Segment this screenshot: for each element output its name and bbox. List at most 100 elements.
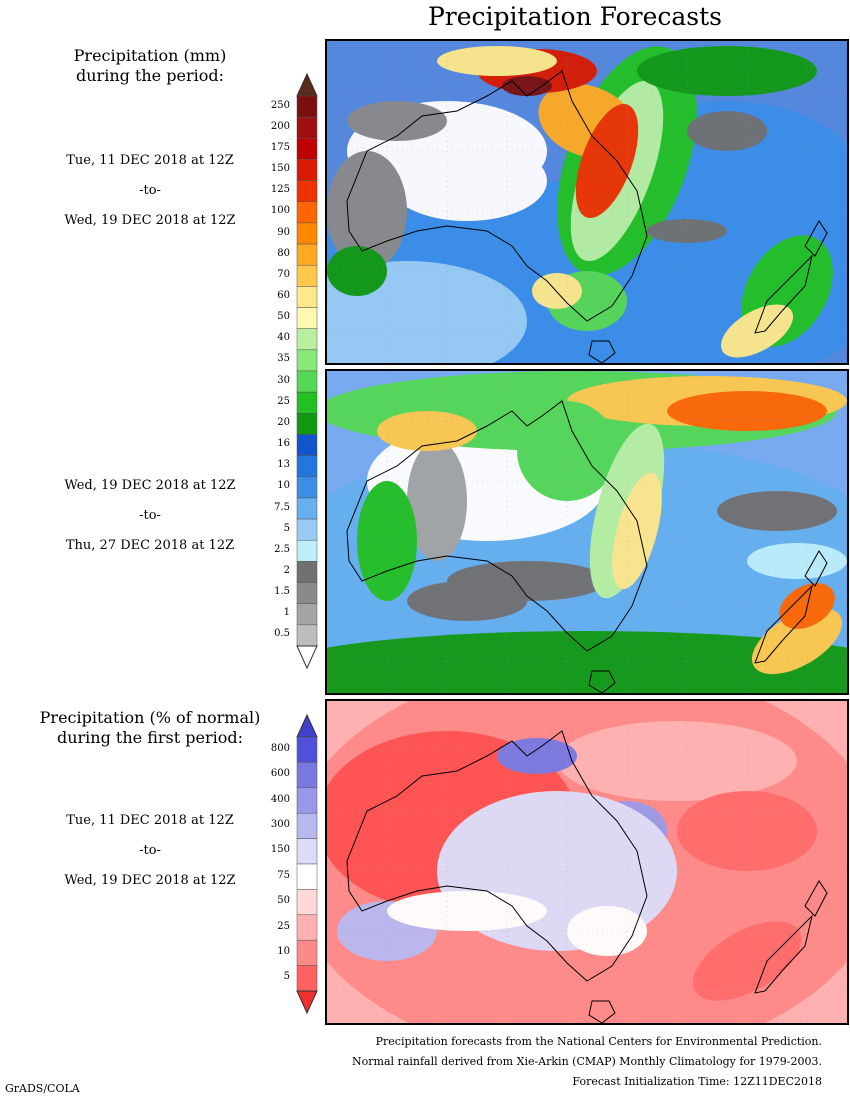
section3-end-date: Wed, 19 DEC 2018 at 12Z — [64, 873, 236, 888]
section2-start-date: Wed, 19 DEC 2018 at 12Z — [64, 478, 236, 493]
map2-field — [327, 371, 847, 693]
mm-legend-swatch — [296, 413, 318, 435]
precip-mm-colorbar: 250 200 175 150 125 100 90 80 70 60 50 40 35 30 25 20 16… — [271, 72, 318, 670]
pct-legend-swatch — [296, 762, 318, 789]
percent-normal-map — [325, 699, 849, 1025]
section3-heading-line2: during the first period: — [56, 728, 244, 747]
mm-legend-swatch — [296, 243, 318, 266]
mm-legend-swatch — [296, 264, 318, 287]
map2-contour — [751, 607, 843, 675]
mm-legend-swatch — [296, 222, 318, 245]
mm-legend-tick-label: 90 — [277, 226, 290, 238]
mm-legend-swatch — [296, 624, 318, 647]
map2-contour — [747, 543, 847, 579]
mm-legend-swatch — [296, 116, 318, 139]
pct-legend-tick-label: 75 — [277, 869, 290, 881]
pct-legend-bottom-arrow — [296, 990, 318, 1015]
footer-line2: Normal rainfall derived from Xie-Arkin (… — [352, 1055, 822, 1068]
footer-notes: Precipitation forecasts from the Nationa… — [352, 1032, 822, 1092]
map1-contour — [575, 103, 639, 219]
mm-legend-tick-label: 35 — [277, 353, 290, 365]
pct-legend-tick-label: 25 — [277, 920, 290, 932]
map2-contour — [717, 491, 837, 531]
pct-legend-tick-label: 50 — [277, 895, 290, 907]
section3-heading-line1: Precipitation (% of normal) — [39, 708, 261, 727]
map3-graticule — [327, 701, 847, 1023]
mm-legend-swatch — [296, 307, 318, 329]
mm-legend-tick-label: 25 — [277, 395, 290, 407]
mm-legend-swatch — [296, 476, 318, 499]
section1-start-date: Tue, 11 DEC 2018 at 12Z — [66, 153, 234, 168]
mm-legend-tick-label: 2 — [283, 564, 290, 576]
mm-legend-tick-label: 175 — [270, 141, 290, 153]
mm-legend-swatch — [296, 201, 318, 224]
map1-contour — [502, 76, 552, 96]
mm-legend-tick-label: 30 — [277, 374, 290, 386]
pct-legend-tick-label: 5 — [283, 971, 290, 983]
pct-legend-svg — [296, 713, 318, 1015]
mm-legend-swatch — [296, 391, 318, 414]
pct-legend-swatch — [296, 914, 318, 941]
mm-legend-tick-label: 250 — [270, 99, 290, 111]
pct-legend-tick-label: 800 — [270, 742, 290, 754]
mm-legend-swatch — [296, 518, 318, 541]
section3-heading: Precipitation (% of normal) during the f… — [10, 708, 290, 748]
section1-heading-line2: during the period: — [76, 66, 224, 85]
page-title: Precipitation Forecasts — [427, 2, 723, 31]
mm-legend-swatch — [296, 539, 318, 562]
section2-period: Wed, 19 DEC 2018 at 12Z -to- Thu, 27 DEC… — [0, 471, 300, 561]
mm-legend-tick-label: 2.5 — [274, 543, 290, 555]
forecast-map-period2 — [325, 369, 849, 695]
pct-legend-swatch — [296, 812, 318, 839]
section1-heading-line1: Precipitation (mm) — [73, 46, 227, 65]
mm-legend-tick-label: 7.5 — [274, 501, 290, 513]
pct-legend-tick-label: 300 — [270, 818, 290, 830]
software-credit: GrADS/COLA — [5, 1082, 80, 1095]
pct-legend-tick-label: 150 — [270, 844, 290, 856]
pct-legend-top-arrow — [296, 713, 318, 738]
mm-legend-tick-label: 13 — [277, 459, 290, 471]
map1-contour — [687, 111, 767, 151]
section2-end-date: Thu, 27 DEC 2018 at 12Z — [65, 538, 235, 553]
mm-legend-tick-label: 5 — [283, 522, 290, 534]
mm-legend-tick-label: 10 — [277, 480, 290, 492]
pct-legend-swatch — [296, 889, 318, 916]
mm-legend-tick-label: 125 — [270, 184, 290, 196]
section3-start-date: Tue, 11 DEC 2018 at 12Z — [66, 813, 234, 828]
mm-legend-swatch — [296, 95, 318, 118]
map3-contour — [557, 721, 797, 801]
pct-legend-swatch — [296, 939, 318, 966]
mm-legend-swatch — [296, 349, 318, 372]
section1-period: Tue, 11 DEC 2018 at 12Z -to- Wed, 19 DEC… — [0, 146, 300, 236]
mm-legend-tick-label: 16 — [277, 438, 290, 450]
map2-coastline — [346, 400, 828, 693]
mm-legend-bottom-arrow — [296, 645, 318, 670]
map1-contour — [532, 273, 582, 309]
pct-legend-swatch — [296, 787, 318, 814]
mm-legend-tick-label: 150 — [270, 163, 290, 175]
section1-separator: -to- — [139, 183, 161, 198]
mm-legend-swatch — [296, 159, 318, 181]
map3-contour — [387, 891, 547, 931]
mm-legend-swatch — [296, 497, 318, 520]
map2-graticule — [327, 371, 847, 693]
mm-legend-tick-label: 20 — [277, 416, 290, 428]
pct-legend-swatch — [296, 838, 318, 865]
mm-legend-swatch — [296, 603, 318, 626]
mm-legend-tick-label: 80 — [277, 247, 290, 259]
mm-legend-top-arrow — [296, 72, 318, 97]
map1-contour — [347, 101, 447, 141]
mm-legend-tick-label: 50 — [277, 311, 290, 323]
pct-legend-swatch — [296, 863, 318, 890]
mm-legend-swatch — [296, 455, 318, 478]
mm-legend-svg — [296, 72, 318, 670]
map2-contour — [612, 472, 662, 590]
mm-legend-swatch — [296, 561, 318, 583]
section3-separator: -to- — [139, 843, 161, 858]
pct-legend-tick-label: 600 — [270, 768, 290, 780]
mm-legend-swatch — [296, 328, 318, 351]
mm-legend-tick-label: 100 — [270, 205, 290, 217]
precip-percent-colorbar: 800 600 400 300 150 75 50 25 10 5 — [271, 713, 318, 1015]
pct-legend-tick-label: 10 — [277, 945, 290, 957]
forecast-map-period1 — [325, 39, 849, 365]
